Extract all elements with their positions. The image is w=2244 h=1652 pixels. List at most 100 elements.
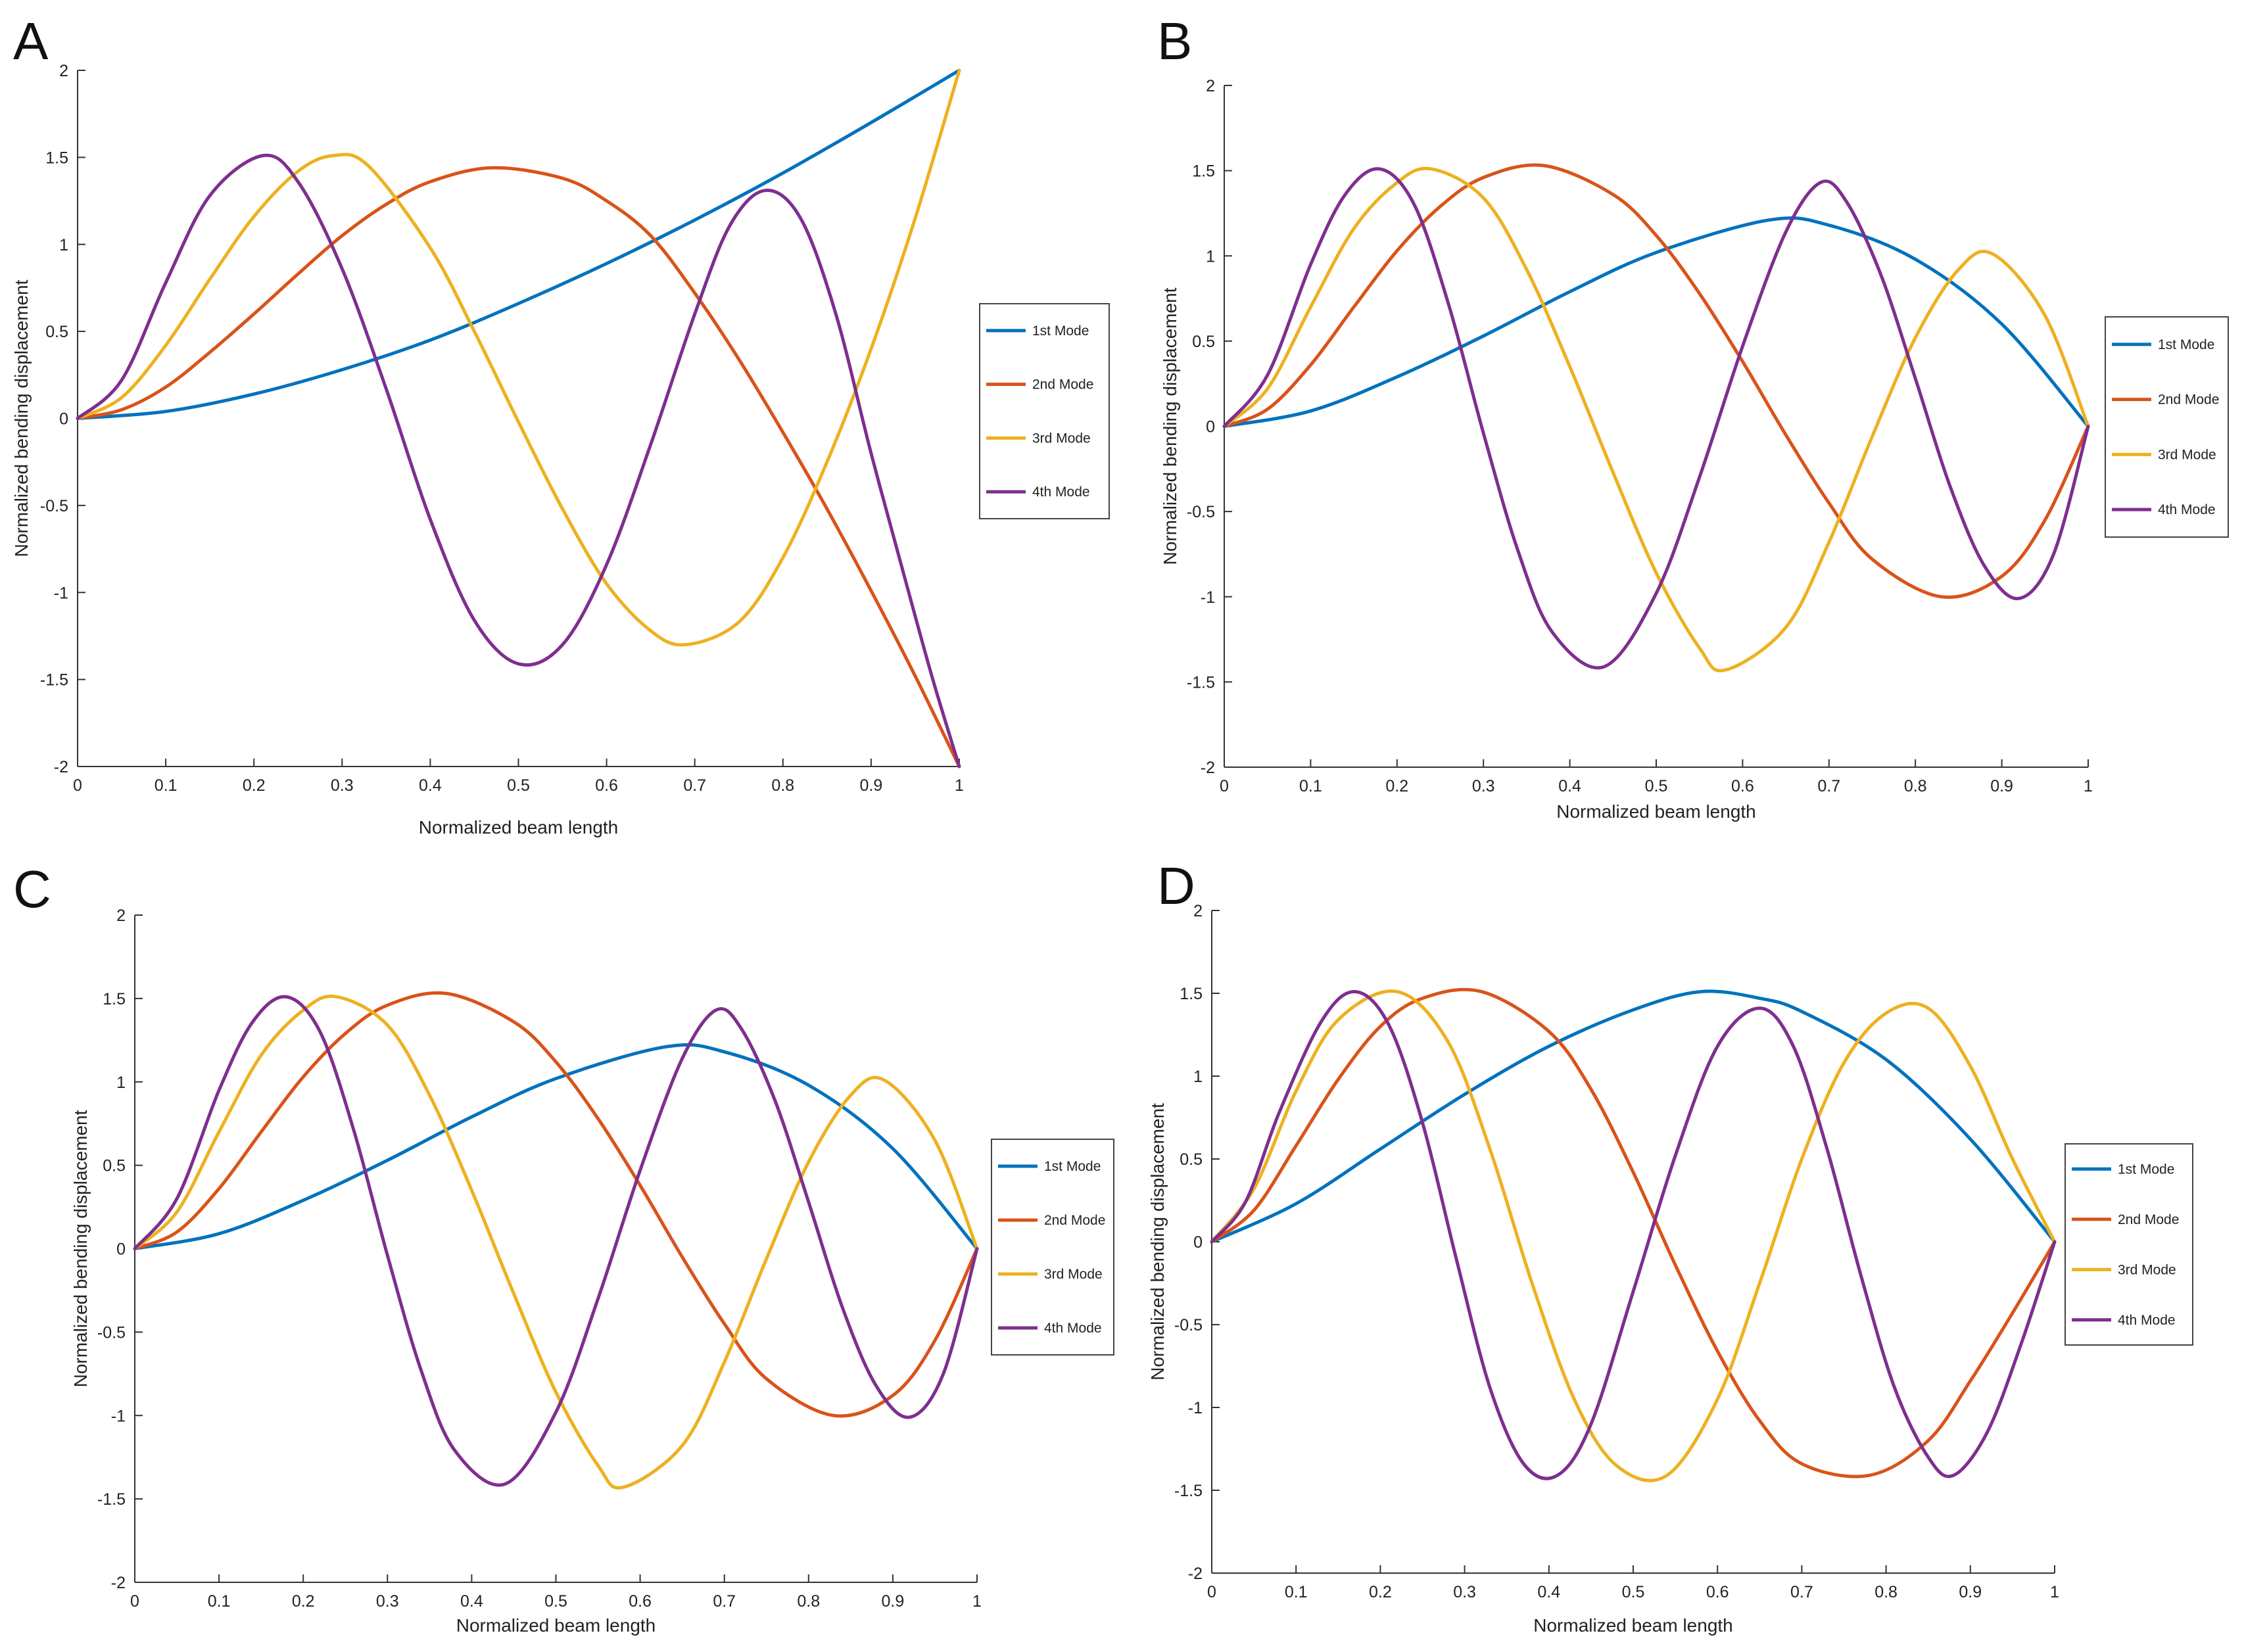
x-tick-label: 0.3 bbox=[1453, 1583, 1476, 1601]
y-tick-label: -1.5 bbox=[1187, 673, 1215, 692]
series-line-2 bbox=[1210, 987, 2057, 1478]
legend-label: 1st Mode bbox=[2158, 337, 2214, 352]
y-tick-label: -2 bbox=[1201, 759, 1215, 777]
y-tick-label: 1.5 bbox=[1192, 162, 1215, 181]
y-tick-label: -1 bbox=[111, 1407, 126, 1425]
series-line-1 bbox=[1210, 989, 2057, 1244]
y-tick-label: 0.5 bbox=[103, 1157, 126, 1175]
y-tick-label: 2 bbox=[1206, 77, 1215, 95]
y-tick-label: -1 bbox=[1188, 1399, 1203, 1417]
x-axis-title: Normalized beam length bbox=[419, 817, 619, 838]
x-tick-label: 0.8 bbox=[1874, 1583, 1898, 1601]
chart-panel-d: D 0 0.1 0.2 0.3 0.4 0.5 0.6 0.7 0.8 0.9 1 -2 -1.5 -1 -0… bbox=[1147, 857, 2193, 1636]
x-tick-label: 0.9 bbox=[860, 776, 883, 795]
legend-label: 4th Mode bbox=[1044, 1321, 1102, 1336]
y-tick-label: 2 bbox=[1193, 902, 1203, 920]
x-tick-label: 0.9 bbox=[882, 1592, 905, 1611]
y-tick-label: -2 bbox=[54, 758, 68, 776]
y-tick-label: 1 bbox=[59, 236, 68, 254]
x-tick-label: 0.4 bbox=[1537, 1583, 1560, 1601]
panel-label: B bbox=[1157, 12, 1192, 70]
x-axis-title: Normalized beam length bbox=[1556, 801, 1756, 822]
y-tick-label: 1 bbox=[1193, 1068, 1203, 1086]
chart-panel-c: C 0 0.1 0.2 0.3 0.4 0.5 0.6 0.7 0.8 0.9 1 -2 -1.5 -1 -0… bbox=[13, 860, 1114, 1636]
x-tick-label: 0.1 bbox=[155, 776, 178, 795]
legend-label: 3rd Mode bbox=[1032, 431, 1091, 446]
series-line-4 bbox=[133, 995, 979, 1487]
x-axis-title: Normalized beam length bbox=[456, 1615, 656, 1636]
legend: 1st Mode 2nd Mode 3rd Mode 4th Mode bbox=[991, 1139, 1114, 1356]
x-tick-label: 0.5 bbox=[1645, 777, 1668, 795]
y-tick-label: 0.5 bbox=[1192, 333, 1215, 351]
x-tick-label: 0.4 bbox=[419, 776, 442, 795]
x-tick-label: 0.3 bbox=[331, 776, 354, 795]
y-tick-label: 0.5 bbox=[45, 323, 68, 341]
legend-label: 2nd Mode bbox=[1032, 377, 1093, 392]
y-axis-title: Normalized bending displacement bbox=[1147, 1103, 1168, 1381]
x-tick-label: 0.2 bbox=[292, 1592, 315, 1611]
panel-label: A bbox=[13, 12, 49, 70]
y-tick-label: -0.5 bbox=[97, 1323, 126, 1342]
y-tick-label: -1 bbox=[1201, 588, 1215, 607]
x-tick-label: 0.6 bbox=[1706, 1583, 1729, 1601]
series-line-3 bbox=[1210, 989, 2057, 1482]
series-line-3 bbox=[76, 68, 961, 647]
x-tick-label: 0.5 bbox=[544, 1592, 567, 1611]
legend-label: 1st Mode bbox=[2118, 1162, 2174, 1177]
y-tick-label: -2 bbox=[111, 1574, 126, 1592]
x-tick-label: 0.1 bbox=[1299, 777, 1322, 795]
series-line-2 bbox=[76, 166, 961, 768]
y-tick-label: 0 bbox=[1193, 1233, 1203, 1252]
x-tick-label: 0.6 bbox=[629, 1592, 652, 1611]
x-tick-label: 0 bbox=[1220, 777, 1229, 795]
y-tick-label: 1.5 bbox=[103, 990, 126, 1008]
legend-label: 1st Mode bbox=[1044, 1159, 1101, 1174]
legend-box bbox=[2105, 316, 2229, 538]
legend-label: 2nd Mode bbox=[2158, 392, 2219, 408]
legend-label: 2nd Mode bbox=[2118, 1212, 2179, 1227]
x-tick-label: 0.3 bbox=[1472, 777, 1495, 795]
y-tick-label: 2 bbox=[59, 62, 68, 80]
x-tick-label: 0.7 bbox=[683, 776, 706, 795]
y-tick-label: 1 bbox=[1206, 247, 1215, 266]
panel-label: C bbox=[13, 860, 51, 918]
legend-box bbox=[991, 1139, 1114, 1356]
y-tick-label: -1 bbox=[54, 584, 68, 602]
x-tick-label: 0.8 bbox=[1904, 777, 1927, 795]
series-line-2 bbox=[133, 991, 979, 1418]
x-tick-label: 1 bbox=[2084, 777, 2093, 795]
x-tick-label: 0.9 bbox=[1959, 1583, 1982, 1601]
y-axis-title: Normalized bending displacement bbox=[70, 1110, 91, 1387]
x-tick-label: 0.5 bbox=[507, 776, 530, 795]
x-tick-label: 0.9 bbox=[1990, 777, 2013, 795]
legend-label: 4th Mode bbox=[2118, 1313, 2176, 1328]
series-line-2 bbox=[1222, 163, 2090, 599]
series-line-4 bbox=[1222, 167, 2090, 670]
x-tick-label: 0.7 bbox=[1817, 777, 1840, 795]
x-tick-label: 0.1 bbox=[208, 1592, 231, 1611]
y-tick-label: -1.5 bbox=[40, 671, 68, 690]
x-tick-label: 0.8 bbox=[771, 776, 794, 795]
x-tick-label: 0 bbox=[73, 776, 82, 795]
y-tick-label: 1 bbox=[116, 1074, 126, 1092]
y-axis-title: Normalized bending displacement bbox=[1160, 287, 1180, 565]
y-tick-label: -1.5 bbox=[1174, 1482, 1203, 1500]
y-tick-label: 2 bbox=[116, 907, 126, 925]
x-tick-label: 0.2 bbox=[1369, 1583, 1392, 1601]
series-line-3 bbox=[133, 995, 979, 1490]
x-tick-label: 0.4 bbox=[1558, 777, 1581, 795]
y-tick-label: 0 bbox=[116, 1240, 126, 1259]
x-tick-label: 0.7 bbox=[713, 1592, 736, 1611]
y-tick-label: -0.5 bbox=[1187, 503, 1215, 521]
x-tick-label: 1 bbox=[972, 1592, 982, 1611]
y-tick-label: -0.5 bbox=[1174, 1316, 1203, 1334]
legend-label: 3rd Mode bbox=[2118, 1262, 2176, 1277]
legend-label: 1st Mode bbox=[1032, 323, 1089, 339]
x-tick-label: 0.2 bbox=[1385, 777, 1408, 795]
chart-panel-a: A 0 0.1 0.2 0.3 0.4 0.5 0.6 0.7 0.8 0.9 1 -2 -1.5 -1 -0… bbox=[11, 12, 1110, 838]
x-tick-label: 0.1 bbox=[1285, 1583, 1308, 1601]
y-tick-label: 0 bbox=[1206, 418, 1215, 437]
x-tick-label: 0.6 bbox=[595, 776, 618, 795]
x-tick-label: 0.2 bbox=[243, 776, 266, 795]
